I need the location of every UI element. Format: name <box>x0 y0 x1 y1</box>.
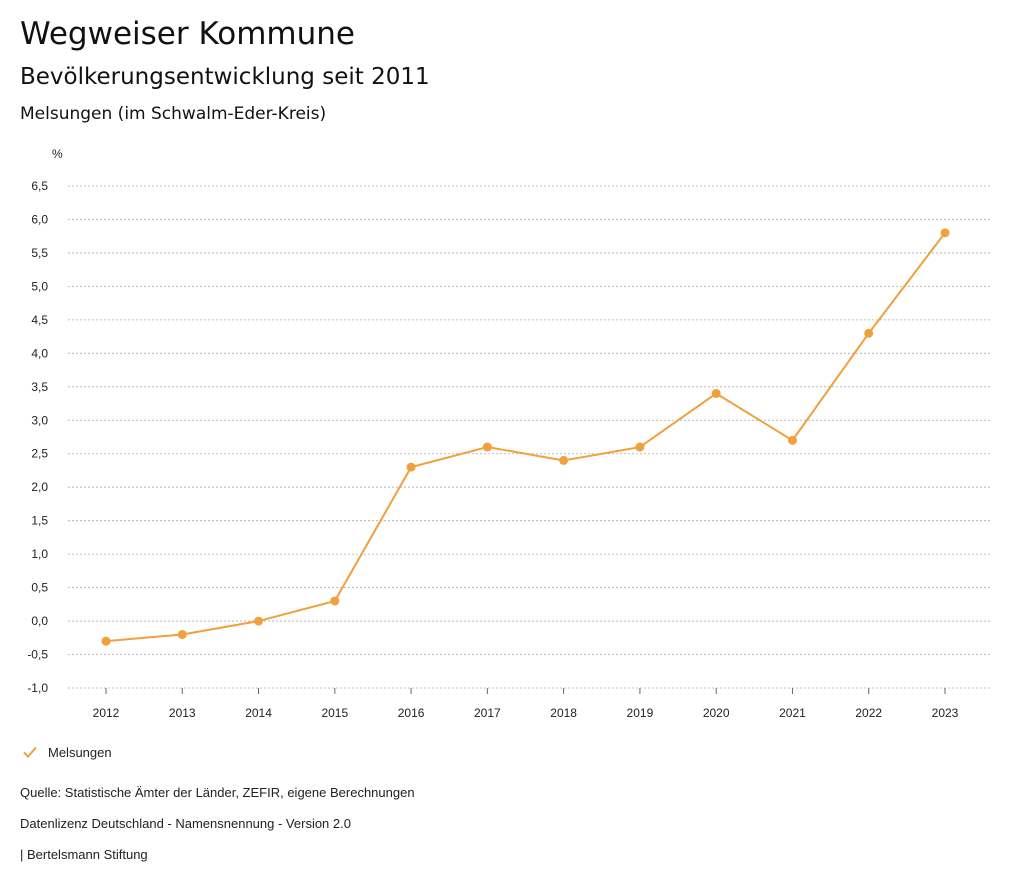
y-tick-label: 0,0 <box>31 614 48 628</box>
y-tick-label: 6,0 <box>31 212 48 226</box>
y-tick-label: 4,0 <box>31 346 48 360</box>
x-tick-label: 2021 <box>779 706 806 720</box>
data-point[interactable] <box>559 455 569 465</box>
x-tick-label: 2019 <box>627 706 654 720</box>
x-tick-label: 2020 <box>703 706 730 720</box>
legend[interactable]: Melsungen <box>22 744 112 760</box>
data-point[interactable] <box>101 636 111 646</box>
grid-lines <box>68 185 990 689</box>
y-tick-label: 5,0 <box>31 279 48 293</box>
data-point[interactable] <box>482 442 492 452</box>
x-tick-label: 2018 <box>550 706 577 720</box>
y-tick-label: 2,0 <box>31 480 48 494</box>
data-point[interactable] <box>406 462 416 472</box>
data-point[interactable] <box>940 228 950 238</box>
y-tick-label: 3,5 <box>31 380 48 394</box>
y-axis-unit-label: % <box>52 147 63 161</box>
chart-subtitle: Bevölkerungsentwicklung seit 2011 <box>20 64 430 90</box>
data-point[interactable] <box>254 616 264 626</box>
y-tick-label: 2,5 <box>31 447 48 461</box>
x-tick-label: 2022 <box>855 706 882 720</box>
y-tick-label: 1,5 <box>31 514 48 528</box>
legend-label: Melsungen <box>48 744 112 760</box>
y-tick-label: -1,0 <box>27 681 48 695</box>
y-tick-label: 3,0 <box>31 413 48 427</box>
x-tick-label: 2017 <box>474 706 501 720</box>
x-tick-label: 2016 <box>398 706 425 720</box>
y-tick-label: -0,5 <box>27 648 48 662</box>
source-note: Quelle: Statistische Ämter der Länder, Z… <box>20 785 415 800</box>
data-point[interactable] <box>711 388 721 398</box>
x-tick-label: 2014 <box>245 706 272 720</box>
y-tick-label: 6,5 <box>31 179 48 193</box>
checkmark-icon <box>23 746 37 758</box>
series-layer <box>101 228 950 646</box>
license-note: Datenlizenz Deutschland - Namensnennung … <box>20 816 351 831</box>
x-tick-label: 2023 <box>932 706 959 720</box>
x-tick-label: 2012 <box>93 706 120 720</box>
y-tick-label: 0,5 <box>31 581 48 595</box>
data-point[interactable] <box>787 435 797 445</box>
x-tick-label: 2015 <box>321 706 348 720</box>
y-axis-ticks: -1,0 -0,5 0,0 0,5 1,0 1,5 2,0 2,5 3,0 3,5 4,0 4,5 5,… <box>27 179 48 695</box>
x-tick-label: 2013 <box>169 706 196 720</box>
y-tick-label: 4,5 <box>31 313 48 327</box>
y-tick-label: 5,5 <box>31 246 48 260</box>
data-point[interactable] <box>635 442 645 452</box>
data-point[interactable] <box>330 596 340 606</box>
line-chart: % -1,0 -0,5 0,0 0,5 1,0 1,5 2,0 2,5 3,0 3,5 4,0 4,5… <box>27 147 990 720</box>
data-point[interactable] <box>864 328 874 338</box>
x-axis-ticks: 2012 2013 2014 2015 2016 2017 2018 2019 2020 2021… <box>93 688 959 720</box>
series-line <box>105 232 946 643</box>
page-title: Wegweiser Kommune <box>20 16 355 52</box>
credit-note: | Bertelsmann Stiftung <box>20 847 148 862</box>
y-tick-label: 1,0 <box>31 547 48 561</box>
region-label: Melsungen (im Schwalm-Eder-Kreis) <box>20 104 327 124</box>
data-point[interactable] <box>177 629 187 639</box>
